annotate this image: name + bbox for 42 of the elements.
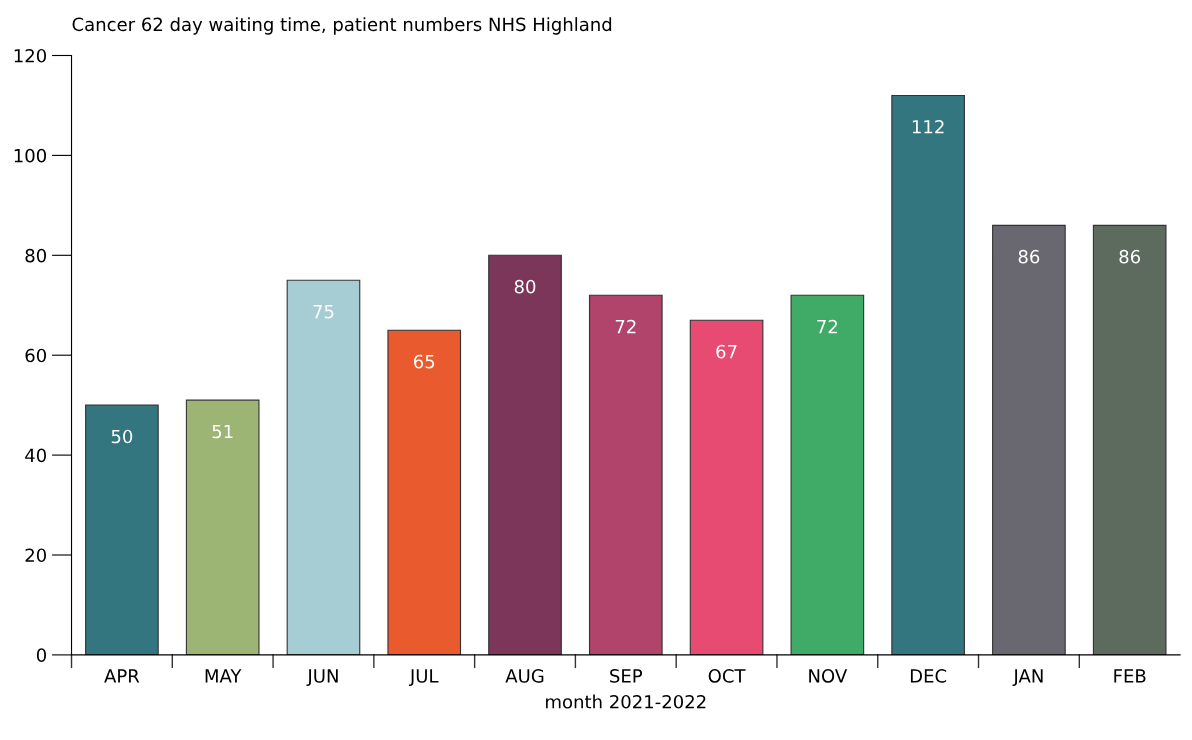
y-tick-label: 20 [25,548,47,563]
bar [185,399,260,655]
x-axis-title: month 2021-2022 [546,694,706,709]
bar [387,329,462,655]
x-tick-label: MAY [205,669,242,683]
bar [790,294,865,655]
bar [891,94,965,655]
bar [588,294,663,655]
y-tick-label: 100 [14,148,47,163]
y-tick-label: 80 [25,248,47,263]
data-label: 51 [212,424,233,439]
x-tick-label: OCT [708,669,746,683]
bar [85,404,159,655]
data-label: 75 [313,305,334,319]
data-label: 112 [912,119,944,134]
chart-title: Cancer 62 day waiting time, patient numbers NHS Highland [72,17,612,35]
y-tick-label: 60 [25,348,47,363]
data-label: 86 [1018,249,1040,264]
bar [488,254,562,655]
x-tick-label: AUG [505,669,544,683]
y-tick-label: 40 [25,448,47,463]
bar [1092,224,1167,655]
data-label: 67 [716,344,737,359]
x-tick-label: FEB [1114,669,1146,683]
x-tick-label: NOV [809,669,848,683]
data-label: 72 [817,319,838,334]
x-tick-label: SEP [610,669,643,683]
bar [286,279,361,655]
x-tick-label: JUL [409,669,439,687]
x-tick-label: APR [104,669,140,683]
data-label: 86 [1119,249,1141,264]
data-label: 80 [514,279,536,294]
data-label: 65 [414,354,435,369]
y-tick-label: 120 [14,48,47,63]
x-tick-label: JAN [1012,669,1043,687]
bar [689,319,764,655]
x-tick-label: JUN [306,669,338,687]
data-label: 50 [111,429,133,444]
y-tick-label: 0 [36,648,47,663]
data-label: 72 [615,319,636,334]
bar [992,224,1066,655]
x-tick-label: DEC [910,669,947,683]
